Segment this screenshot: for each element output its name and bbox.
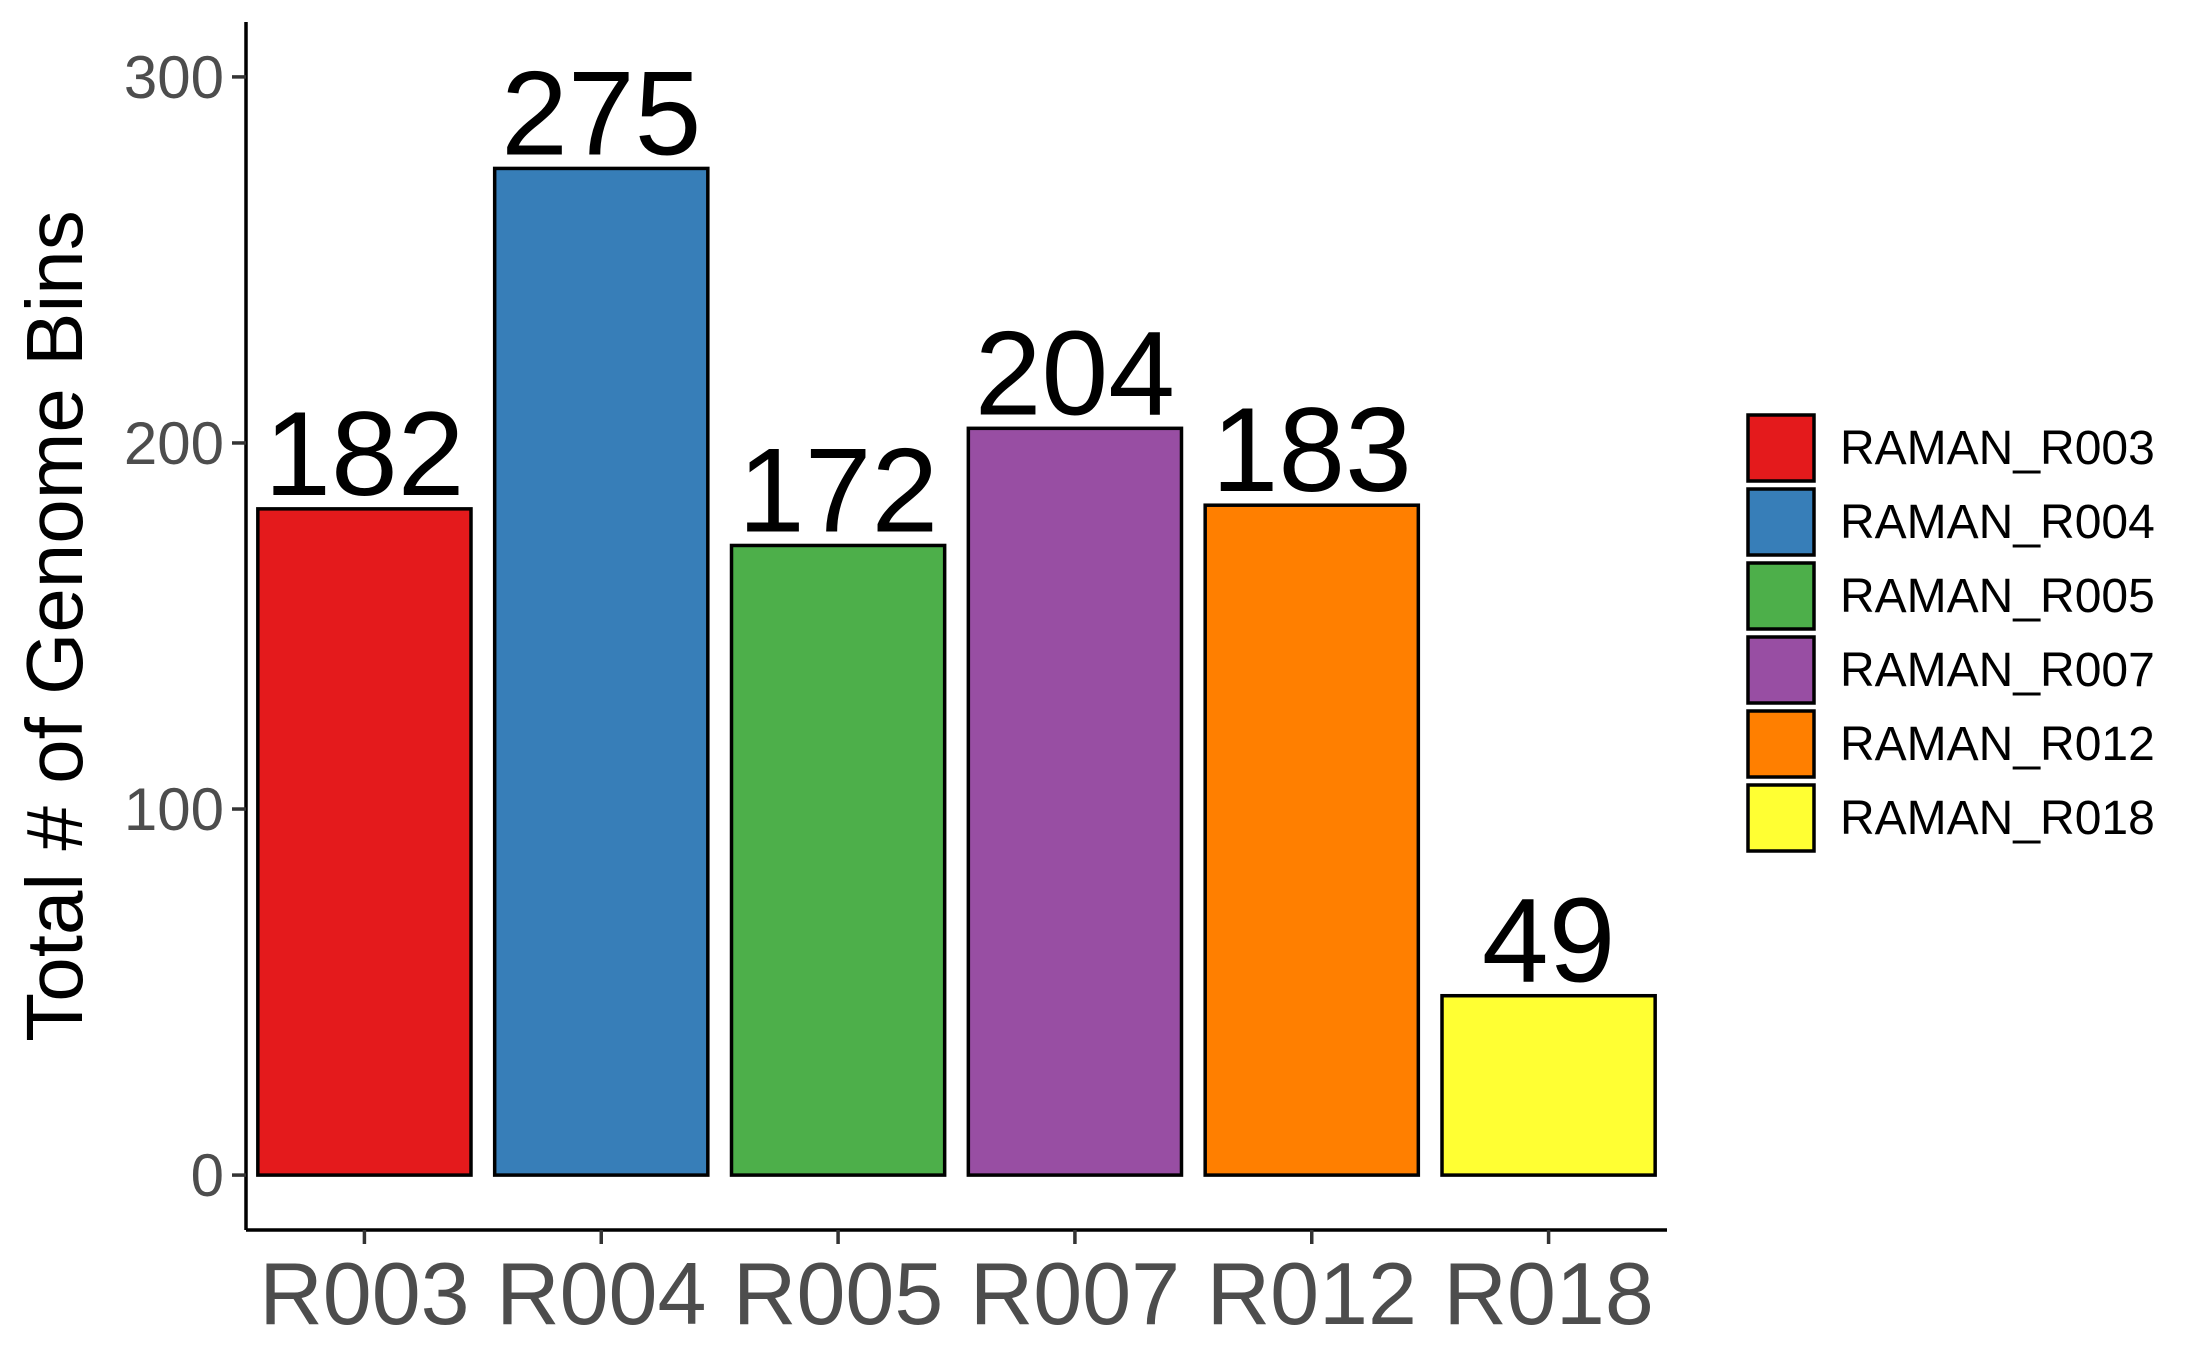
x-tick-label-r005: R005 [733, 1244, 943, 1343]
legend-label-r018: RAMAN_R018 [1840, 792, 2155, 845]
bar-r007 [966, 426, 1184, 1177]
axes-layer: 0 100 200 300 R003 R004 R005 R007 R012 R018 Total … [10, 22, 1667, 1343]
bar-r003 [256, 507, 473, 1177]
legend-key-r005 [1746, 561, 1816, 631]
x-tick-label-r018: R018 [1443, 1244, 1653, 1343]
legend: RAMAN_R003 RAMAN_R004 RAMAN_R005 RAMAN_R007… [1746, 413, 2155, 853]
y-tick-label: 100 [124, 776, 224, 843]
bar-r012 [1203, 503, 1421, 1177]
legend-key-r012 [1746, 709, 1816, 779]
data-label-r007: 204 [975, 306, 1175, 440]
legend-label-r012: RAMAN_R012 [1840, 718, 2155, 771]
bar-r005 [729, 543, 947, 1177]
data-label-r004: 275 [501, 46, 701, 180]
legend-key-r007 [1746, 635, 1816, 705]
x-tick-label-r003: R003 [259, 1244, 469, 1343]
legend-label-r003: RAMAN_R003 [1840, 422, 2155, 475]
legend-key-r004 [1746, 487, 1816, 557]
data-label-r005: 172 [738, 423, 938, 557]
y-axis-title: Total # of Genome Bins [10, 210, 99, 1042]
bars-layer [256, 166, 1657, 1177]
legend-label-r004: RAMAN_R004 [1840, 496, 2155, 549]
data-labels-layer: 182 275 172 204 183 49 [264, 46, 1615, 1007]
data-label-r003: 182 [264, 387, 464, 521]
legend-key-r018 [1746, 783, 1816, 853]
bar-r018 [1440, 993, 1657, 1177]
x-tick-label-r012: R012 [1207, 1244, 1417, 1343]
legend-label-r007: RAMAN_R007 [1840, 644, 2155, 697]
data-label-r012: 183 [1212, 383, 1412, 517]
data-label-r018: 49 [1482, 874, 1615, 1008]
x-tick-label-r007: R007 [970, 1244, 1180, 1343]
legend-key-r003 [1746, 413, 1816, 483]
legend-label-r005: RAMAN_R005 [1840, 570, 2155, 623]
bar-r004 [492, 166, 710, 1177]
y-tick-label: 300 [124, 44, 224, 111]
y-tick-label: 200 [124, 410, 224, 477]
x-tick-label-r004: R004 [496, 1244, 706, 1343]
y-tick-label: 0 [191, 1142, 224, 1209]
